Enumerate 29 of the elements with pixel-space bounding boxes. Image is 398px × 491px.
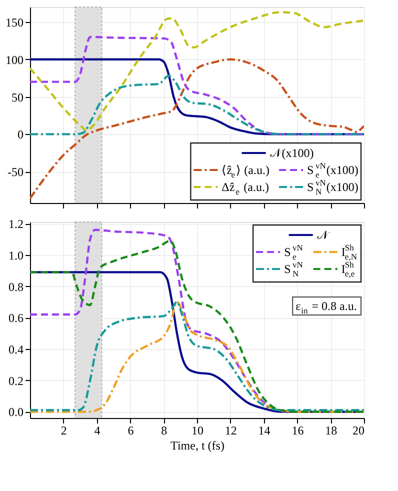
line-series (30, 74, 364, 136)
x-tick-label: 18 (325, 424, 338, 438)
y-tick-label: 0.0 (8, 405, 24, 420)
legend-label: 𝒩 (316, 228, 331, 242)
x-tick-label: 10 (192, 424, 204, 438)
y-tick-label: 0.2 (8, 374, 24, 388)
x-tick-label: 2 (60, 424, 67, 438)
y-tick-label: 0.4 (8, 342, 24, 357)
x-tick-label: 14 (258, 424, 270, 438)
y-tick-label: 1.2 (8, 217, 24, 232)
x-tick-label: 20 (352, 424, 364, 438)
y-tick-label: 0.8 (8, 280, 24, 294)
y-tick-label: 0 (18, 128, 24, 142)
x-tick-label: 16 (292, 424, 304, 438)
x-tick-label: 6 (128, 424, 134, 438)
legend-label: 𝒩(x100) (270, 146, 314, 160)
y-tick-label: 1.0 (8, 248, 24, 262)
y-tick-label: -50 (8, 165, 24, 180)
x-axis-title: Time, t (fs) (170, 438, 224, 452)
y-tick-label: 0.6 (8, 311, 24, 326)
x-tick-label: 4 (94, 424, 100, 438)
y-tick-label: 150 (6, 15, 24, 30)
line-series (30, 36, 364, 136)
x-tick-label: 8 (161, 424, 168, 438)
line-series (30, 11, 364, 132)
line-series (30, 58, 364, 200)
x-tick-label: 12 (224, 424, 237, 438)
y-tick-label: 100 (6, 52, 24, 67)
y-tick-label: 50 (12, 90, 24, 104)
